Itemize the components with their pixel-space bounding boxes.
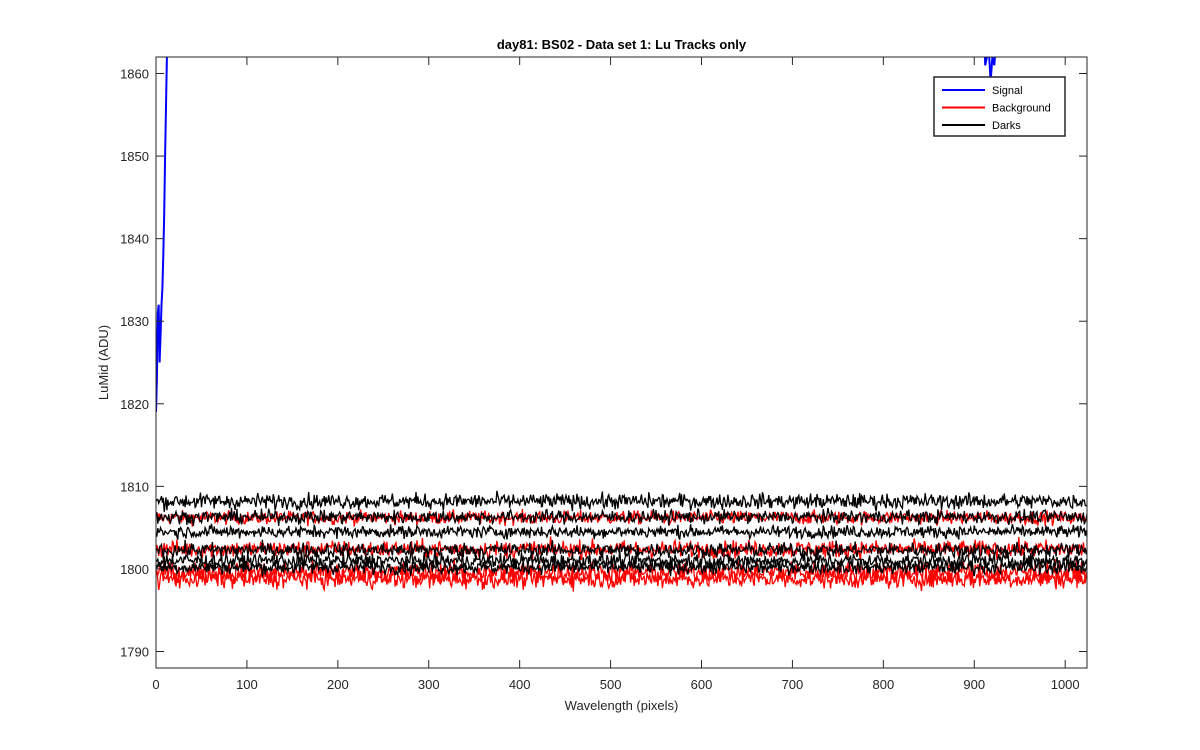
series-background-trace-4: [156, 564, 1087, 593]
y-tick-label: 1810: [120, 479, 149, 494]
y-tick-label: 1790: [120, 644, 149, 659]
y-tick-label: 1820: [120, 397, 149, 412]
x-tick-label: 200: [327, 677, 349, 692]
series-background-trace-1: [156, 509, 1087, 527]
x-tick-label: 0: [152, 677, 159, 692]
y-axis-title: LuMid (ADU): [96, 325, 111, 400]
series-signal-line-2: [983, 57, 996, 82]
chart-title: day81: BS02 - Data set 1: Lu Tracks only: [497, 37, 747, 52]
series-signal: [156, 57, 996, 413]
series-darks: [156, 490, 1087, 578]
series-darks-trace-6: [156, 558, 1087, 578]
legend: Signal Background Darks: [933, 76, 1066, 137]
x-tick-label: 900: [963, 677, 985, 692]
series-layer: [156, 57, 1087, 593]
y-tick-label: 1860: [120, 67, 149, 82]
x-tick-label: 500: [600, 677, 622, 692]
x-tick-label: 300: [418, 677, 440, 692]
y-tick-label: 1840: [120, 232, 149, 247]
series-signal-line-1: [156, 57, 168, 413]
x-tick-label: 400: [509, 677, 531, 692]
series-darks-trace-3: [156, 523, 1087, 541]
x-axis-title: Wavelength (pixels): [565, 698, 679, 713]
x-tick-label: 1000: [1051, 677, 1080, 692]
series-darks-trace-2: [156, 507, 1087, 527]
y-tick-label: 1830: [120, 314, 149, 329]
axes-box: [155, 56, 1088, 669]
y-tick-label: 1850: [120, 149, 149, 164]
ticks-layer: 0 100 200 300 400 500 600 700 800 900 1000 1790 1800…: [120, 57, 1087, 692]
y-tick-label: 1800: [120, 562, 149, 577]
legend-label-background: Background: [992, 103, 1051, 115]
x-tick-label: 100: [236, 677, 258, 692]
series-darks-trace-1: [156, 490, 1087, 513]
series-darks-trace-5: [156, 549, 1087, 573]
legend-label-darks: Darks: [992, 120, 1021, 132]
x-tick-label: 700: [782, 677, 804, 692]
x-tick-label: 600: [691, 677, 713, 692]
x-tick-label: 800: [872, 677, 894, 692]
legend-label-signal: Signal: [992, 85, 1023, 97]
